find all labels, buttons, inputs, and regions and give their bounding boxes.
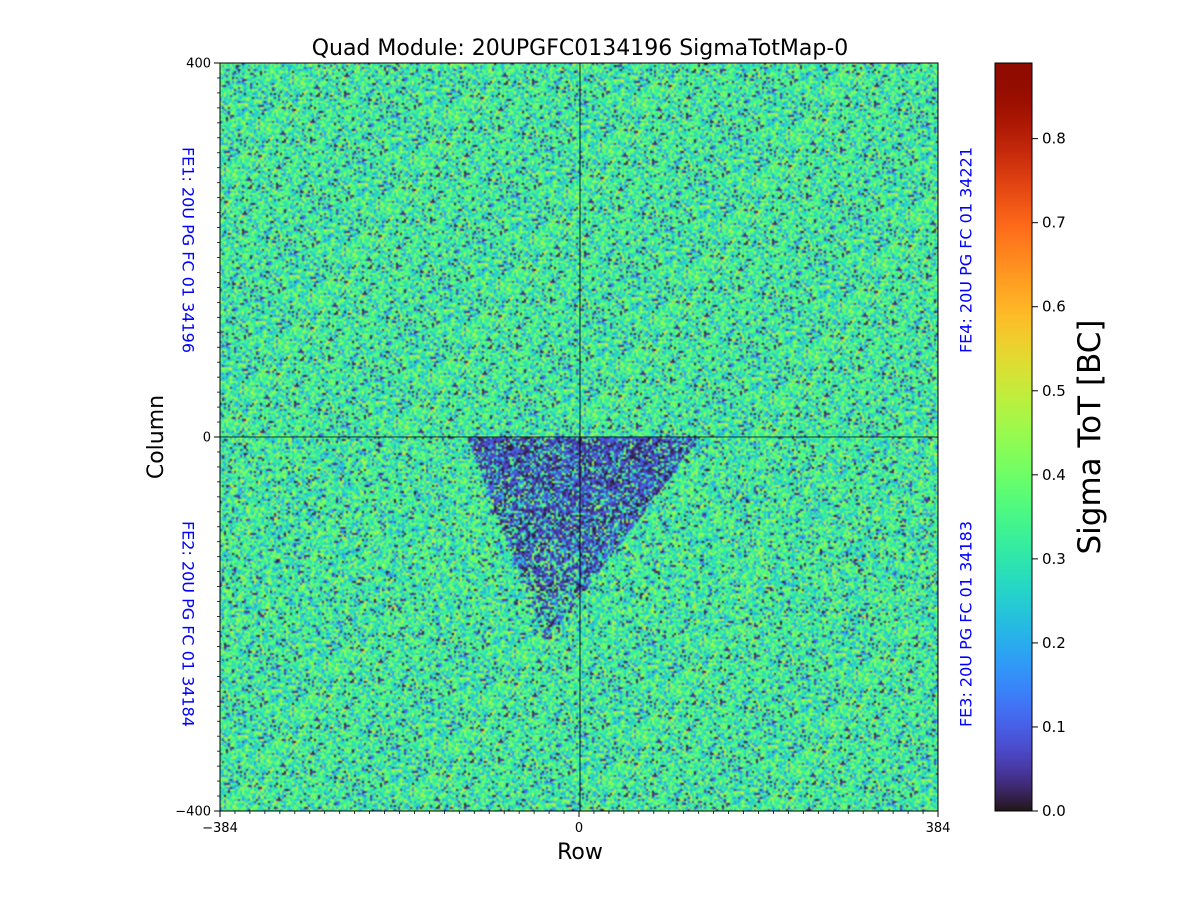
- chip-labels: FE1: 20U PG FC 01 34196 FE2: 20U PG FC 01…: [179, 147, 976, 727]
- colorbar-gradient: [995, 63, 1032, 811]
- colorbar-tick-label: 0.7: [1042, 214, 1066, 232]
- y-tick-label: −400: [175, 805, 211, 820]
- colorbar-tick-label: 0.8: [1042, 130, 1066, 148]
- colorbar-tick-label: 0.4: [1042, 466, 1066, 484]
- y-axis: −400 0 400: [175, 57, 220, 820]
- chip-label: FE4: 20U PG FC 01 34221: [957, 147, 976, 353]
- colorbar-tick-label: 0.6: [1042, 298, 1066, 316]
- x-axis-label: Row: [557, 840, 603, 865]
- colorbar-label: Sigma ToT [BC]: [1072, 320, 1108, 555]
- colorbar-tick-label: 0.0: [1042, 802, 1066, 820]
- colorbar-tick-label: 0.5: [1042, 382, 1066, 400]
- y-axis-label: Column: [144, 395, 169, 479]
- colorbar-frame: [994, 62, 1033, 812]
- colorbar-tick-label: 0.3: [1042, 550, 1066, 568]
- chip-label: FE2: 20U PG FC 01 34184: [179, 521, 198, 727]
- y-tick-label: 0: [203, 431, 211, 446]
- x-tick-label: −384: [202, 821, 238, 836]
- colorbar-tick-label: 0.2: [1042, 634, 1066, 652]
- chart-title: Quad Module: 20UPGFC0134196 SigmaTotMap-…: [312, 36, 849, 61]
- x-axis: −384 0 384: [202, 811, 950, 836]
- chip-label: FE1: 20U PG FC 01 34196: [179, 147, 198, 353]
- x-tick-label: 384: [926, 821, 951, 836]
- colorbar-axis: 0.0 0.1 0.2 0.3 0.4 0.5 0.6 0.7 0.8: [1032, 130, 1066, 820]
- y-tick-label: 400: [186, 57, 211, 72]
- x-tick-label: 0: [575, 821, 583, 836]
- chip-label: FE3: 20U PG FC 01 34183: [957, 521, 976, 727]
- colorbar-tick-label: 0.1: [1042, 718, 1066, 736]
